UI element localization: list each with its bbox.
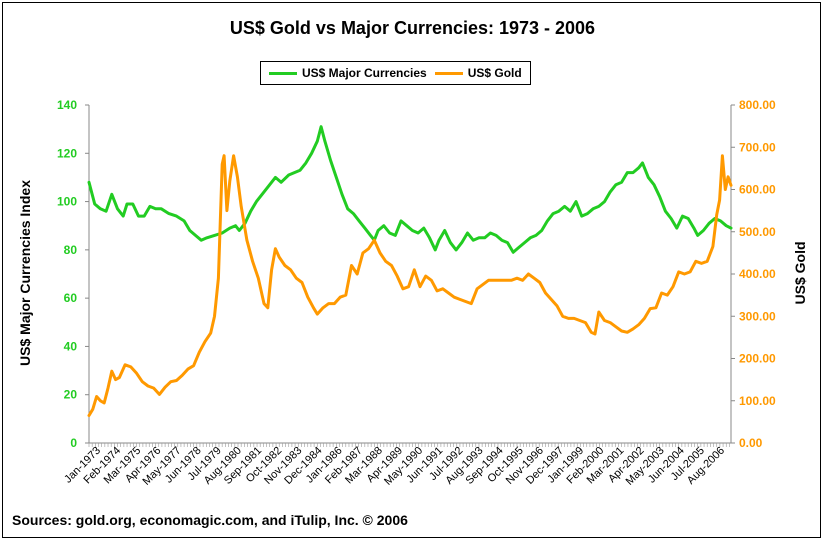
legend: US$ Major Currencies US$ Gold [260, 61, 531, 85]
chart-title: US$ Gold vs Major Currencies: 1973 - 200… [229, 18, 596, 38]
y-right-tick-label: 0.00 [739, 436, 763, 450]
legend-label-gold: US$ Gold [467, 66, 522, 80]
series-line-gold [87, 154, 733, 417]
y-right-tick-label: 600.00 [739, 183, 776, 197]
source-note: Sources: gold.org, economagic.com, and i… [12, 512, 408, 528]
y-right-tick-label: 500.00 [739, 225, 776, 239]
legend-swatch-gold [434, 71, 463, 75]
y-right-tick-label: 800.00 [739, 98, 776, 112]
series-layer [87, 125, 733, 417]
y-left-tick-label: 0 [70, 436, 77, 450]
series-line-currencies [87, 125, 733, 254]
y-right-tick-label: 100.00 [739, 394, 776, 408]
y-right-axis-label: US$ Gold [792, 241, 808, 304]
y-left-tick-label: 140 [57, 98, 77, 112]
legend-item-gold: US$ Gold [434, 66, 522, 80]
y-left-tick-label: 60 [64, 291, 78, 305]
y-left-tick-label: 80 [64, 243, 78, 257]
legend-item-currencies: US$ Major Currencies [269, 66, 427, 80]
legend-label-currencies: US$ Major Currencies [302, 66, 427, 80]
y-right-tick-label: 300.00 [739, 309, 776, 323]
y-right-tick-label: 400.00 [739, 267, 776, 281]
y-left-tick-label: 20 [64, 388, 78, 402]
y-left-tick-label: 100 [57, 195, 77, 209]
y-right-tick-label: 700.00 [739, 140, 776, 154]
legend-swatch-currencies [269, 71, 297, 75]
y-left-axis-label: US$ Major Currencies Index [17, 180, 33, 366]
y-right-tick-label: 200.00 [739, 352, 776, 366]
y-left-tick-label: 40 [64, 339, 78, 353]
y-left-tick-label: 120 [57, 146, 77, 160]
